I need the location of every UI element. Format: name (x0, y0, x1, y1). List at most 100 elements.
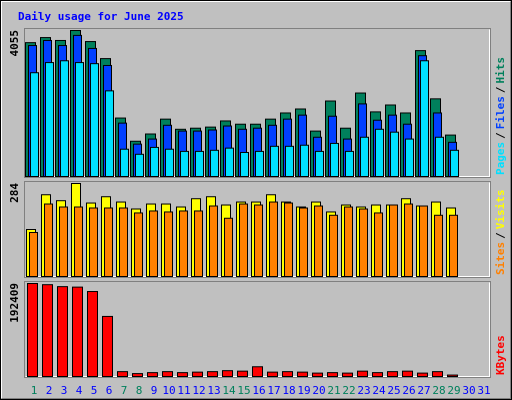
x-tick-label: 26 (402, 384, 415, 397)
bar (75, 62, 84, 178)
legend-entry: Sites (494, 242, 507, 275)
bar (269, 201, 278, 278)
bar (374, 212, 383, 278)
x-tick-label: 5 (91, 384, 98, 397)
x-tick-label: 18 (282, 384, 295, 397)
x-tick-label: 17 (267, 384, 280, 397)
x-tick-label: 21 (327, 384, 340, 397)
chart-title: Daily usage for June 2025 (18, 10, 184, 23)
legend-entry: Hits (494, 57, 507, 84)
bar (210, 149, 219, 177)
bar (149, 210, 158, 277)
bar (297, 371, 308, 378)
bar (162, 371, 173, 377)
bar (255, 150, 264, 178)
x-tick-label: 30 (462, 384, 475, 397)
bar (120, 148, 129, 178)
bar (119, 207, 128, 277)
x-tick-label: 7 (121, 384, 128, 397)
legend-separator: / (494, 132, 507, 139)
bar (135, 153, 144, 177)
bar (44, 203, 53, 278)
bar (357, 370, 368, 378)
bar (344, 206, 353, 277)
bar (435, 136, 444, 177)
x-tick-label: 3 (61, 384, 68, 397)
legend: KBytes (494, 335, 507, 375)
x-tick-label: 9 (151, 384, 158, 397)
bar (239, 203, 248, 278)
bar (179, 210, 188, 277)
bar (30, 72, 39, 177)
bar (209, 205, 218, 278)
x-tick-label: 13 (207, 384, 220, 397)
bar (434, 214, 443, 277)
x-tick-label: 28 (432, 384, 445, 397)
bar (150, 146, 159, 178)
bar (300, 144, 309, 178)
bar (147, 372, 158, 377)
x-tick-label: 12 (192, 384, 205, 397)
x-tick-label: 11 (177, 384, 190, 397)
x-tick-label: 2 (46, 384, 53, 397)
x-tick-label: 15 (237, 384, 250, 397)
bar (327, 372, 338, 377)
bar (60, 60, 69, 178)
legend: Sites / Visits (494, 190, 507, 276)
x-tick-label: 22 (342, 384, 355, 397)
bar (29, 231, 38, 277)
bar (225, 147, 234, 177)
bar (420, 60, 429, 178)
x-tick-label: 6 (106, 384, 113, 397)
legend-entry: KBytes (494, 335, 507, 375)
bar (419, 205, 428, 278)
bar (252, 366, 263, 378)
bar (89, 207, 98, 277)
bar (57, 286, 68, 377)
bar (405, 138, 414, 177)
x-tick-label: 20 (312, 384, 325, 397)
x-tick-label: 16 (252, 384, 265, 397)
legend-separator: / (494, 232, 507, 239)
bar (270, 145, 279, 177)
x-tick-label: 29 (447, 384, 460, 397)
bar (417, 372, 428, 378)
bar (177, 372, 188, 377)
bar (42, 284, 53, 378)
bar (360, 136, 369, 177)
bar (165, 148, 174, 178)
bar (315, 150, 324, 178)
bar (87, 291, 98, 378)
legend: Pages / Files / Hits (494, 57, 507, 175)
x-tick-label: 27 (417, 384, 430, 397)
bar (45, 62, 54, 178)
bar (180, 150, 189, 178)
bar (312, 372, 323, 378)
bar (402, 370, 413, 378)
x-tick-label: 24 (372, 384, 386, 397)
bar (282, 371, 293, 377)
bar (224, 217, 233, 278)
bar (284, 202, 293, 277)
bar (267, 371, 278, 378)
bar (299, 207, 308, 277)
bar (447, 374, 458, 377)
legend-entry: Files (494, 96, 507, 129)
bar (450, 149, 459, 177)
bar (237, 370, 248, 378)
y-tick-label: 192409 (8, 283, 21, 323)
x-tick-label: 23 (357, 384, 370, 397)
bar (359, 208, 368, 277)
bar (195, 150, 204, 178)
bar (314, 205, 323, 278)
bar (449, 214, 458, 277)
bar (390, 131, 399, 178)
x-tick-label: 4 (76, 384, 83, 397)
y-tick-label: 4055 (8, 30, 21, 57)
bar (375, 128, 384, 177)
bar (59, 206, 68, 277)
legend-entry: Visits (494, 190, 507, 230)
x-tick-label: 1 (31, 384, 38, 397)
bar (389, 204, 398, 277)
